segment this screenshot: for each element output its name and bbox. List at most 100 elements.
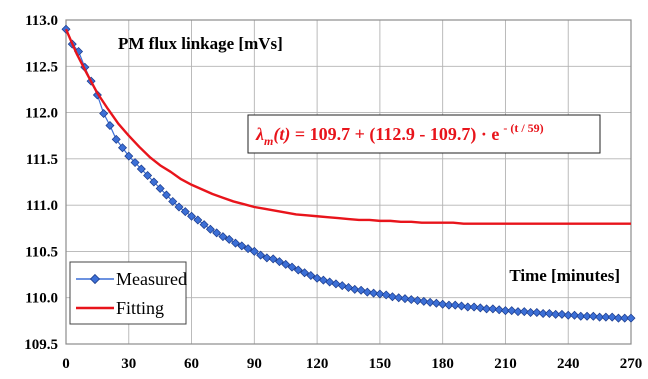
- fitting-line: [64, 28, 631, 225]
- plot-area-border: [65, 19, 632, 345]
- measured-point: [588, 311, 598, 321]
- x-tick-label: 30: [121, 356, 136, 372]
- measured-point: [212, 228, 222, 238]
- measured-point: [218, 232, 228, 242]
- measured-point: [613, 313, 623, 323]
- measured-point: [513, 307, 523, 317]
- measured-point: [111, 134, 121, 144]
- measured-point: [582, 311, 592, 321]
- y-tick-label: 112.0: [25, 106, 58, 122]
- x-tick-label: 60: [184, 356, 199, 372]
- y-axis: 109.5 110.0 110.5 111.0 111.5 112.0 112.5 113.0: [24, 13, 58, 353]
- measured-point: [406, 295, 416, 305]
- x-tick-label: 270: [620, 356, 643, 372]
- measured-point: [118, 143, 127, 153]
- x-tick-label: 120: [306, 356, 329, 372]
- x-tick-label: 90: [247, 356, 262, 372]
- measured-point: [507, 306, 517, 316]
- measured-point: [155, 183, 165, 193]
- legend-measured-marker: [89, 273, 101, 285]
- measured-point: [205, 224, 215, 234]
- measured-point: [620, 313, 630, 323]
- measured-point: [607, 312, 617, 322]
- measured-point: [237, 241, 247, 251]
- measured-point: [99, 109, 109, 118]
- measured-point: [193, 215, 203, 225]
- measured-point: [168, 196, 178, 206]
- measured-point: [563, 310, 573, 320]
- equation-frame: [247, 114, 601, 154]
- measured-point: [557, 309, 567, 319]
- measured-point: [570, 310, 579, 320]
- measured-point: [130, 158, 140, 168]
- measured-point: [362, 287, 372, 297]
- measured-point: [161, 190, 171, 200]
- legend: Measured Fitting: [69, 261, 187, 325]
- measured-point: [143, 171, 153, 181]
- measured-point: [444, 300, 454, 310]
- measured-point: [576, 311, 586, 321]
- measured-point: [450, 300, 460, 310]
- measured-point: [438, 299, 448, 309]
- measured-point: [149, 177, 159, 187]
- y-tick-label: 111.0: [26, 198, 58, 214]
- measured-point: [268, 254, 278, 264]
- eq-arg: (t): [273, 124, 290, 145]
- measured-point: [105, 121, 115, 131]
- y-tick-label: 112.5: [25, 59, 58, 75]
- measured-point: [532, 308, 542, 318]
- legend-fitting-label: Fitting: [116, 298, 164, 318]
- measured-point: [256, 250, 266, 260]
- y-tick-label: 111.5: [26, 152, 58, 168]
- equation-box: λm(t) = 109.7 + (112.9 - 109.7) · e - (t …: [247, 114, 601, 154]
- measured-point: [375, 289, 385, 299]
- measured-point: [431, 298, 441, 308]
- y-tick-label: 110.5: [25, 244, 58, 260]
- measured-point: [293, 265, 303, 275]
- measured-point: [601, 312, 611, 322]
- eq-lambda: λ: [255, 124, 264, 144]
- eq-body: = 109.7 + (112.9 - 109.7) · e: [290, 124, 499, 145]
- measured-point: [463, 302, 473, 312]
- x-tick-label: 0: [62, 356, 70, 372]
- measured-point: [180, 207, 190, 217]
- measured-point: [595, 312, 605, 322]
- x-tick-label: 180: [431, 356, 454, 372]
- measured-point: [174, 202, 184, 212]
- measured-point: [413, 295, 423, 305]
- measured-point: [469, 302, 479, 312]
- eq-subscript: m: [264, 134, 273, 148]
- measured-point: [400, 294, 410, 304]
- eq-exponent: - (t / 59): [503, 121, 543, 135]
- measured-point: [231, 238, 240, 248]
- measured-point: [187, 211, 197, 221]
- measured-point: [350, 284, 360, 294]
- measured-point: [224, 234, 234, 244]
- measured-point: [482, 304, 492, 314]
- measured-point: [387, 292, 397, 302]
- x-tick-label: 210: [494, 356, 517, 372]
- measured-point: [425, 297, 435, 307]
- measured-point: [551, 309, 561, 319]
- y-tick-label: 109.5: [24, 337, 58, 353]
- measured-point: [136, 164, 146, 174]
- measured-point: [457, 301, 466, 311]
- measured-point: [300, 268, 310, 278]
- series-layer: [61, 24, 636, 323]
- legend-measured-label: Measured: [116, 269, 187, 289]
- x-tick-label: 240: [557, 356, 580, 372]
- measured-point: [500, 306, 510, 316]
- measured-point: [243, 244, 253, 254]
- measured-point: [475, 303, 485, 313]
- x-axis: 0 30 60 90 120 150 180 210 240 270: [62, 356, 642, 372]
- measured-point: [199, 220, 209, 230]
- measured-point: [262, 253, 272, 263]
- measured-point: [626, 313, 636, 323]
- measured-point: [274, 257, 284, 267]
- measured-point: [369, 288, 379, 298]
- legend-frame: [69, 261, 187, 325]
- measured-point: [394, 293, 404, 303]
- fit-equation: λm(t) = 109.7 + (112.9 - 109.7) · e - (t …: [255, 121, 544, 148]
- y-tick-label: 110.0: [25, 291, 58, 307]
